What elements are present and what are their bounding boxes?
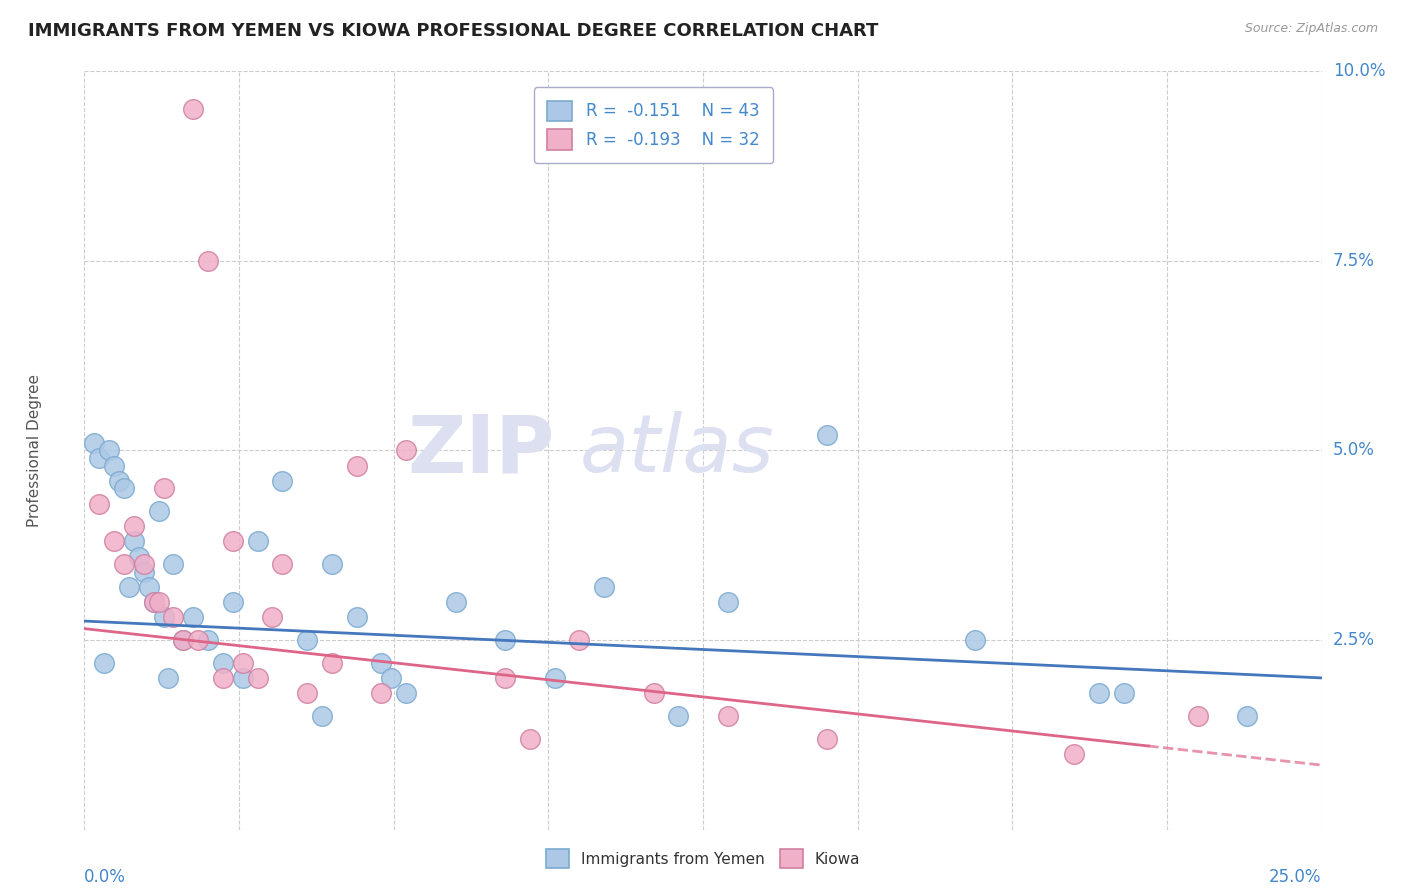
Point — [197, 253, 219, 268]
Point — [212, 671, 235, 685]
Text: Professional Degree: Professional Degree — [27, 374, 42, 527]
Point — [132, 565, 155, 579]
Point — [142, 595, 165, 609]
Point — [232, 656, 254, 670]
Point — [1112, 686, 1135, 700]
Point — [197, 633, 219, 648]
Point — [222, 595, 245, 609]
Point — [128, 549, 150, 564]
Point — [212, 656, 235, 670]
Point — [1187, 708, 1209, 723]
Point — [519, 731, 541, 746]
Text: 10.0%: 10.0% — [1333, 62, 1385, 80]
Legend: Immigrants from Yemen, Kiowa: Immigrants from Yemen, Kiowa — [538, 841, 868, 875]
Point — [643, 686, 665, 700]
Point — [162, 557, 184, 572]
Point — [271, 557, 294, 572]
Text: 7.5%: 7.5% — [1333, 252, 1375, 270]
Point — [112, 482, 135, 496]
Point — [494, 671, 516, 685]
Point — [965, 633, 987, 648]
Point — [717, 708, 740, 723]
Point — [1063, 747, 1085, 761]
Point — [395, 443, 418, 458]
Point — [444, 595, 467, 609]
Point — [1088, 686, 1111, 700]
Point — [162, 610, 184, 624]
Point — [172, 633, 194, 648]
Point — [395, 686, 418, 700]
Point — [380, 671, 402, 685]
Point — [148, 504, 170, 518]
Text: 5.0%: 5.0% — [1333, 442, 1375, 459]
Point — [83, 436, 105, 450]
Point — [222, 534, 245, 549]
Point — [815, 428, 838, 442]
Point — [543, 671, 565, 685]
Point — [122, 534, 145, 549]
Point — [122, 519, 145, 533]
Point — [181, 102, 204, 116]
Point — [108, 474, 131, 488]
Point — [142, 595, 165, 609]
Point — [321, 656, 343, 670]
Point — [346, 610, 368, 624]
Point — [370, 686, 392, 700]
Text: Source: ZipAtlas.com: Source: ZipAtlas.com — [1244, 22, 1378, 36]
Point — [187, 633, 209, 648]
Point — [181, 610, 204, 624]
Text: 0.0%: 0.0% — [84, 869, 127, 887]
Point — [246, 671, 269, 685]
Point — [152, 610, 174, 624]
Point — [666, 708, 689, 723]
Point — [103, 458, 125, 473]
Point — [262, 610, 284, 624]
Point — [246, 534, 269, 549]
Point — [112, 557, 135, 572]
Legend: R =  -0.151    N = 43, R =  -0.193    N = 32: R = -0.151 N = 43, R = -0.193 N = 32 — [534, 87, 773, 163]
Text: 25.0%: 25.0% — [1270, 869, 1322, 887]
Point — [494, 633, 516, 648]
Point — [157, 671, 180, 685]
Point — [118, 580, 141, 594]
Point — [295, 633, 318, 648]
Point — [1236, 708, 1258, 723]
Point — [321, 557, 343, 572]
Point — [172, 633, 194, 648]
Point — [89, 450, 111, 466]
Point — [98, 443, 121, 458]
Point — [148, 595, 170, 609]
Text: 2.5%: 2.5% — [1333, 631, 1375, 649]
Point — [593, 580, 616, 594]
Point — [717, 595, 740, 609]
Text: ZIP: ZIP — [408, 411, 554, 490]
Point — [815, 731, 838, 746]
Point — [346, 458, 368, 473]
Point — [132, 557, 155, 572]
Point — [93, 656, 115, 670]
Point — [295, 686, 318, 700]
Text: IMMIGRANTS FROM YEMEN VS KIOWA PROFESSIONAL DEGREE CORRELATION CHART: IMMIGRANTS FROM YEMEN VS KIOWA PROFESSIO… — [28, 22, 879, 40]
Point — [152, 482, 174, 496]
Point — [311, 708, 333, 723]
Point — [232, 671, 254, 685]
Point — [370, 656, 392, 670]
Point — [138, 580, 160, 594]
Point — [103, 534, 125, 549]
Point — [89, 496, 111, 510]
Point — [271, 474, 294, 488]
Point — [568, 633, 591, 648]
Text: atlas: atlas — [579, 411, 775, 490]
